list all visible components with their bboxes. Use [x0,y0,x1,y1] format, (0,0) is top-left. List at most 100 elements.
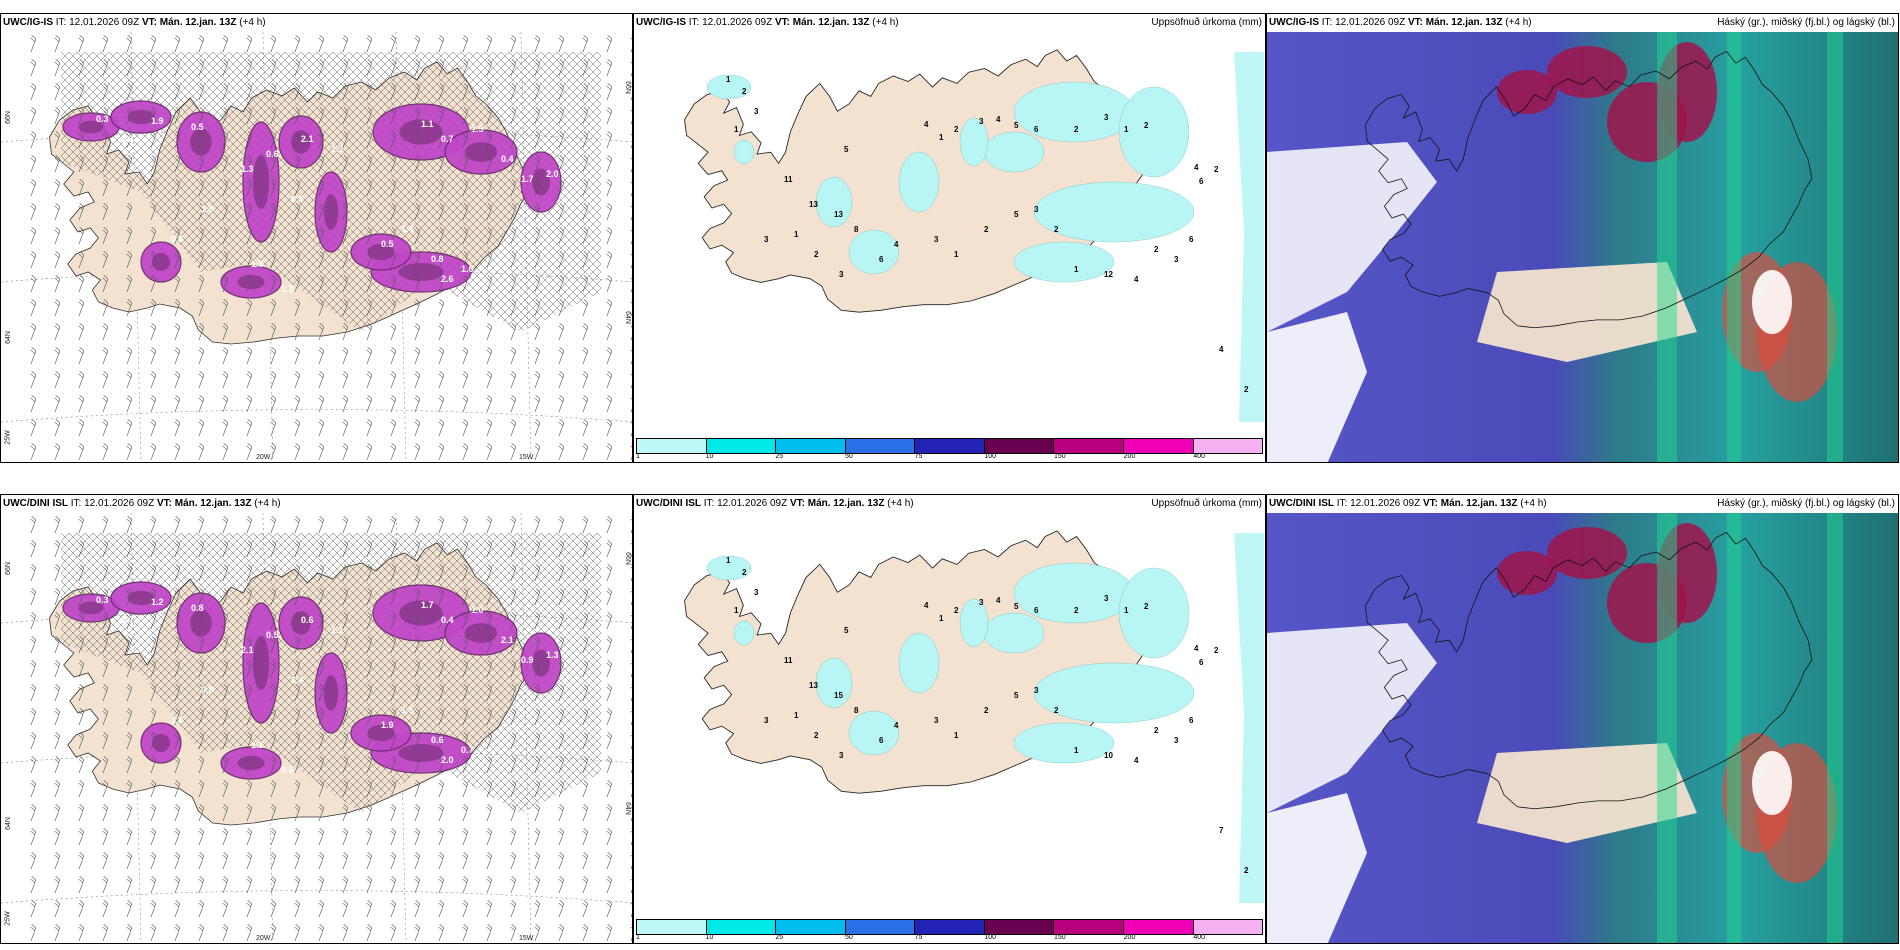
wind-barb [78,708,85,726]
wind-barb [390,732,397,750]
wind-barb [510,155,517,173]
wind-barb [510,612,517,630]
wind-barb [558,588,565,606]
wind-barb [390,876,397,894]
lat-label: 66N [4,562,12,575]
wind-barb [222,275,229,293]
wind-barb [438,323,445,341]
wind-barb [510,708,517,726]
wind-barb [414,660,421,678]
precip-value: 4 [894,240,899,249]
wind-barb [246,900,253,918]
wind-barb [510,395,517,413]
wind-barb [390,636,397,654]
wind-barb [414,83,421,101]
precip-value: 3 [764,716,769,725]
wind-barb [294,660,301,678]
wind-barb [198,251,205,269]
precip-value: 4 [1194,163,1199,172]
precip-core [78,601,104,615]
wind-barb [198,756,205,774]
precip-value: 2 [1144,602,1149,611]
wind-barb [342,732,349,750]
wind-barb [126,371,133,389]
wind-barb [78,395,85,413]
wind-barb [462,227,469,245]
wind-barb [222,203,229,221]
wind-barb [414,395,421,413]
wind-barb [222,179,229,197]
wind-barb [558,852,565,870]
wind-barb [102,924,109,942]
wind-value: 2.6 [441,274,454,284]
wind-barb [30,876,37,894]
wind-barb [534,900,541,918]
wind-barb [174,155,181,173]
wind-barb [558,371,565,389]
wind-barb [174,564,181,582]
wind-barb [510,732,517,750]
wind-barb [150,612,157,630]
wind-barb [102,131,109,149]
wind-barb [78,564,85,582]
wind-barb [30,684,37,702]
wind-barb [198,540,205,558]
wind-barb [222,35,229,53]
wind-barb [414,251,421,269]
wind-barb [486,924,493,942]
wind-barb [558,275,565,293]
wind-barb [582,852,589,870]
precip-core [399,600,443,626]
wind-barb [126,443,133,461]
wind-barb [78,732,85,750]
wind-value: 1.1 [421,119,434,129]
wind-value: 1.0 [471,605,484,615]
wind-value: 2.1 [501,635,514,645]
precip-panel-bottom: UWC/DINI ISL IT: 12.01.2026 09Z VT: Mán.… [633,494,1266,944]
wind-barb [54,732,61,750]
wind-barb [174,540,181,558]
wind-barb [390,612,397,630]
wind-barb [438,275,445,293]
wind-barb [78,540,85,558]
wind-barb [462,179,469,197]
wind-barb [150,780,157,798]
wind-barb [318,107,325,125]
wind-barb [222,780,229,798]
wind-barb [30,323,37,341]
precip-value: 1 [726,556,731,565]
wind-barb [102,35,109,53]
wind-barb [30,251,37,269]
wind-barb [318,540,325,558]
wind-barb [366,83,373,101]
wind-barb [126,612,133,630]
wind-barb [294,732,301,750]
wind-barb [630,516,632,534]
lat-label: 64N [4,817,12,830]
precip-value: 1 [939,133,944,142]
wind-barb [582,443,589,461]
wind-barb [174,299,181,317]
wind-barb [54,924,61,942]
wind-value: 0.5 [266,630,279,640]
wind-barb [174,684,181,702]
wind-barb [270,804,277,822]
wind-barb [438,540,445,558]
wind-barb [606,107,613,125]
wind-barb [342,780,349,798]
wind-barb [342,347,349,365]
precip-core [532,168,550,196]
wind-barb [534,59,541,77]
wind-barb [462,323,469,341]
wind-barb [486,540,493,558]
wind-barb [294,107,301,125]
precip-value: 5 [1014,691,1019,700]
wind-barb [558,59,565,77]
wind-barb [438,155,445,173]
wind-barb [174,227,181,245]
wind-barb [54,708,61,726]
precip-value: 2 [1244,866,1249,875]
wind-barb [318,732,325,750]
wind-barb [438,203,445,221]
